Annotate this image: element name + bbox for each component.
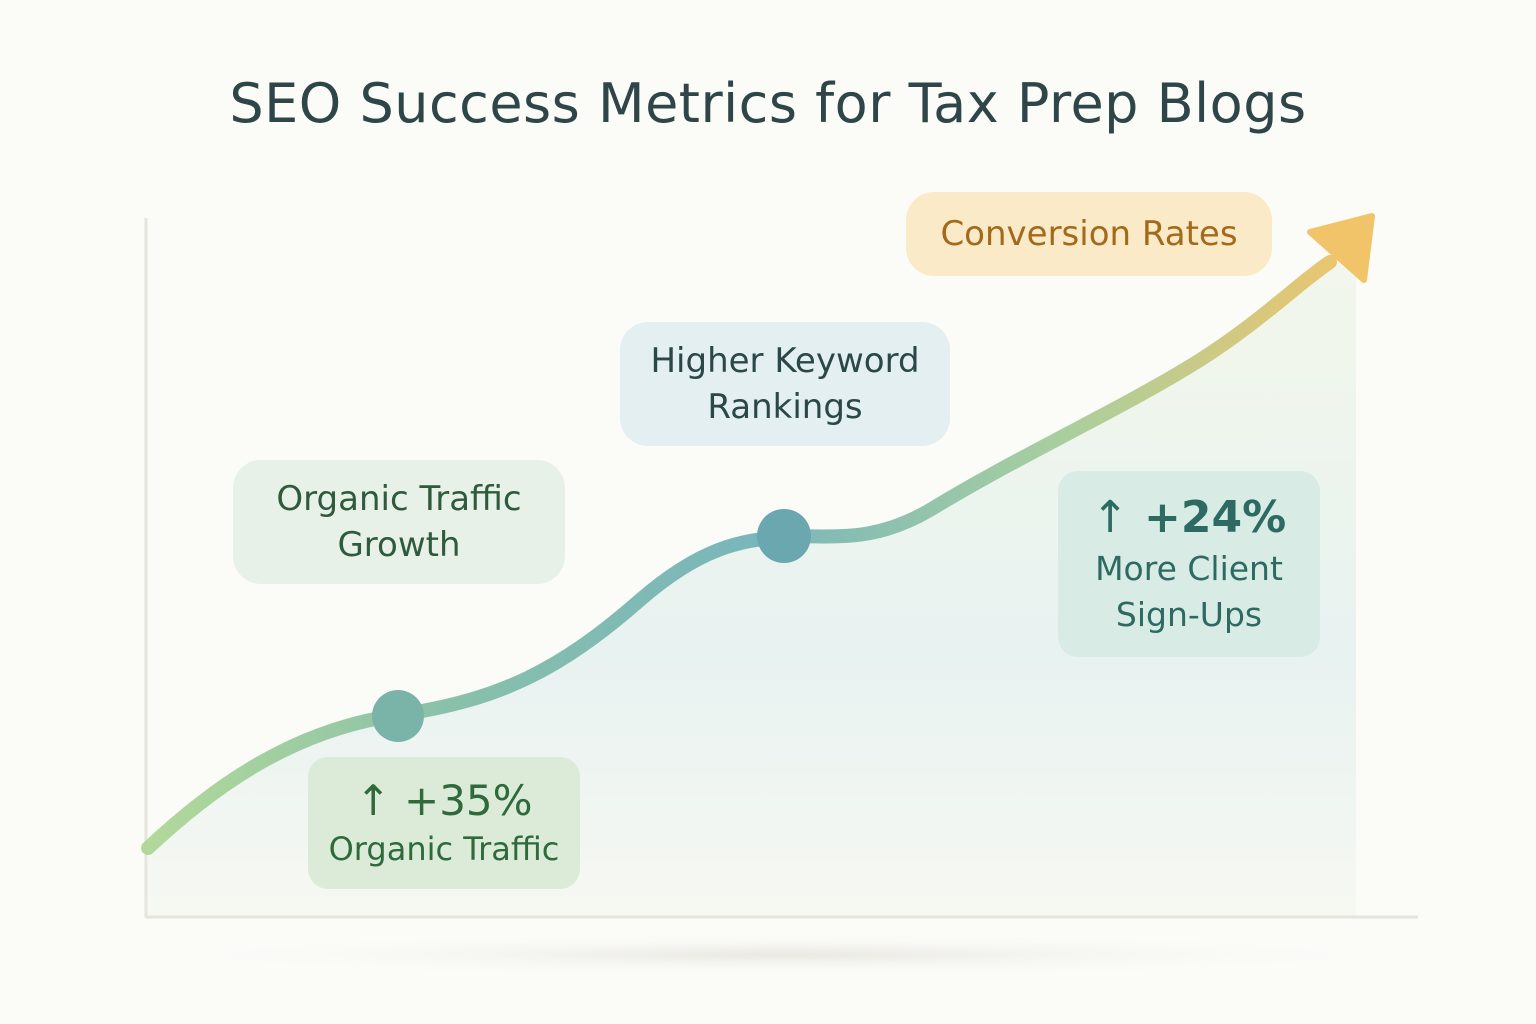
stat-signups-caption-line1: More Client [1095,549,1283,588]
stat-signups-value-row: ↑ +24% [1092,490,1286,546]
callout-keyword-line2: Rankings [707,387,863,427]
stat-signups-caption-line2: Sign-Ups [1115,595,1263,634]
callout-organic-traffic-growth: Organic Traffic Growth [233,460,565,584]
growth-area-fill [148,250,1356,916]
stat-card-client-signups: ↑ +24% More Client Sign-Ups [1058,471,1320,657]
callout-conversion-rates: Conversion Rates [906,192,1272,276]
trend-arrow-icon [1307,213,1375,283]
callout-conversion-label: Conversion Rates [940,214,1238,254]
callout-higher-keyword-rankings: Higher Keyword Rankings [620,322,950,446]
stat-signups-value: +24% [1144,492,1287,543]
callout-organic-line2: Growth [337,525,461,565]
floor-shadow [140,933,1420,977]
arrow-up-icon: ↑ [355,776,391,825]
callout-keyword-line1: Higher Keyword [650,341,920,381]
milestone-marker-organic [372,690,424,742]
page-title: SEO Success Metrics for Tax Prep Blogs [229,72,1307,135]
arrow-up-icon: ↑ [1091,492,1129,543]
stat-traffic-caption: Organic Traffic [328,830,560,868]
milestone-marker-keyword [757,509,811,563]
stat-traffic-value-row: ↑ +35% [355,775,532,827]
callout-organic-line1: Organic Traffic [276,479,522,519]
stat-card-organic-traffic: ↑ +35% Organic Traffic [308,757,580,889]
stat-traffic-value: +35% [404,776,533,825]
